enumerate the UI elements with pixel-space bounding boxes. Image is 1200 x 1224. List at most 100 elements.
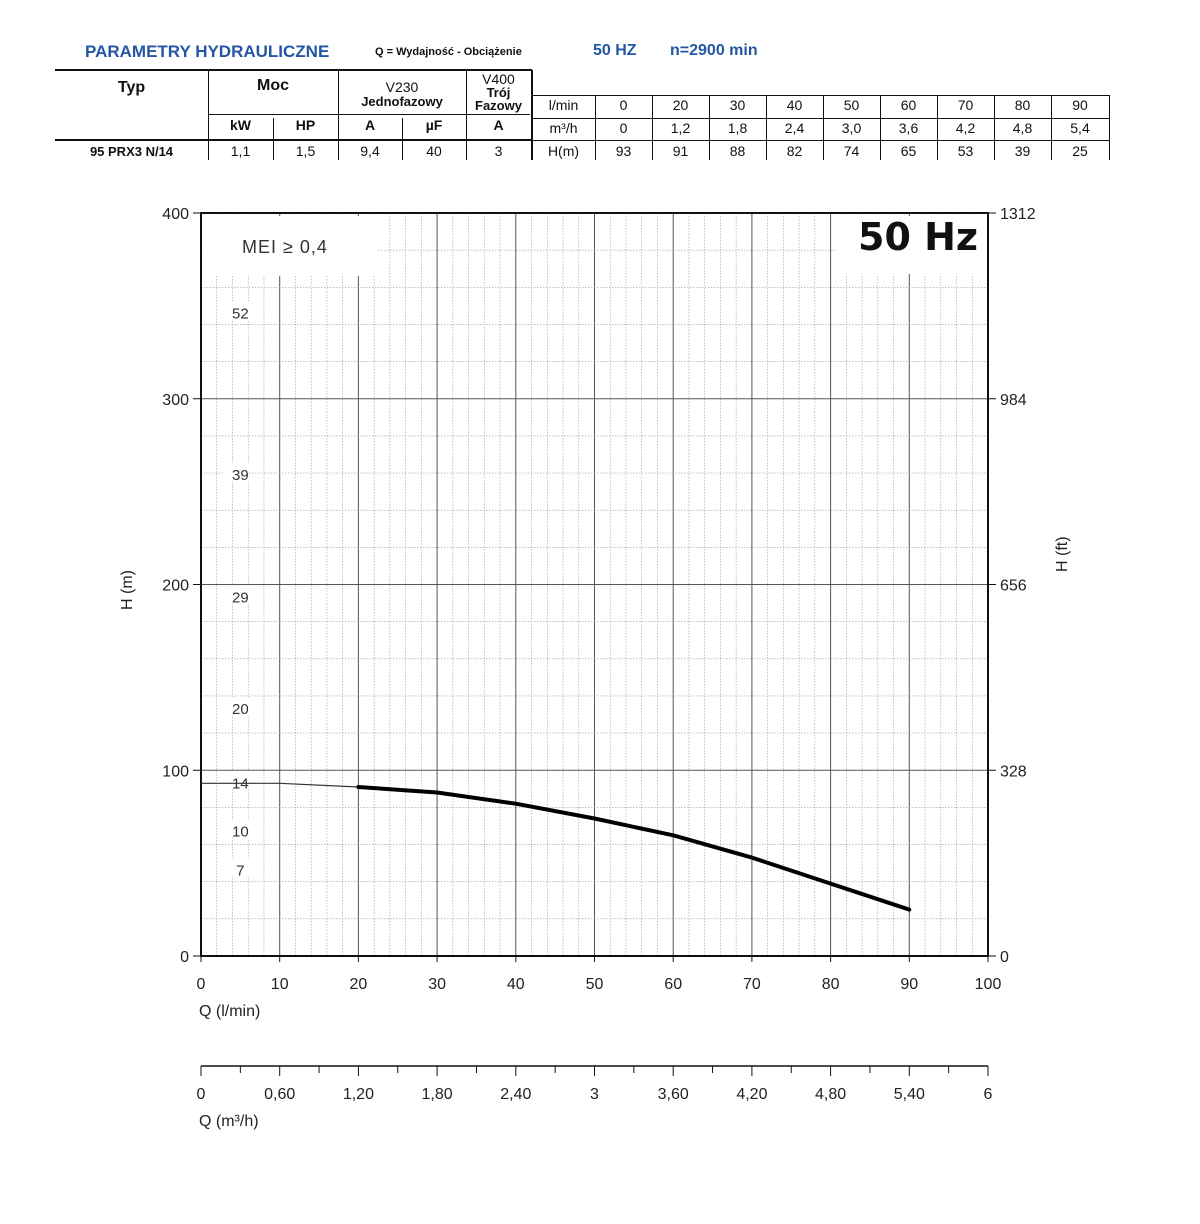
- model-label-bg: [223, 301, 250, 320]
- x-tick-label: 10: [271, 976, 289, 993]
- x-tick-label: 40: [507, 976, 525, 993]
- h-cell: 82: [786, 143, 803, 159]
- model-label-bg: [223, 819, 250, 838]
- col-v230-sub: Jednofazowy: [361, 94, 443, 109]
- x-tick-label: 20: [350, 976, 368, 993]
- y-tick-label: 0: [180, 949, 189, 966]
- header-q-note: Q = Wydajność - Obciążenie: [375, 46, 522, 58]
- secondary-x-axis: 0 0,60 1,20 1,80 2,40 3 3,60 4,20 4,80 5,40 6: [197, 1065, 993, 1103]
- x-tick-label: 30: [428, 976, 446, 993]
- chart-grid: [200, 212, 989, 957]
- model-a400: 3: [494, 143, 503, 159]
- chart-ticks: [193, 212, 996, 962]
- x2-tick-label: 2,40: [500, 1086, 531, 1103]
- col-v400-sub2: Fazowy: [475, 98, 522, 113]
- x2-tick-label: 0: [197, 1086, 206, 1103]
- m3h-cell: 5,4: [1070, 120, 1090, 136]
- x-tick-label: 80: [822, 976, 840, 993]
- y2-axis-title: H (ft): [1054, 536, 1071, 572]
- x2-tick-label: 1,20: [343, 1086, 374, 1103]
- m3h-cell: 1,2: [670, 120, 691, 136]
- m3h-cell: 2,4: [784, 120, 805, 136]
- model-label: 7: [236, 863, 244, 880]
- x-tick-label: 50: [586, 976, 604, 993]
- h-cell: 53: [957, 143, 974, 159]
- col-typ: Typ: [117, 79, 146, 96]
- y2-tick-label: 984: [1000, 392, 1027, 409]
- x2-tick-label: 1,80: [422, 1086, 453, 1103]
- x2-axis-title: Q (m³/h): [199, 1113, 259, 1130]
- x-tick-label: 0: [197, 976, 206, 993]
- frequency-badge-box: [836, 216, 987, 274]
- x-axis-title: Q (l/min): [199, 1003, 260, 1020]
- header-speed: n=2900 min: [670, 42, 758, 59]
- h-cell: 25: [1072, 143, 1088, 159]
- x2-tick-label: 4,20: [736, 1086, 767, 1103]
- model-hp: 1,5: [295, 143, 316, 159]
- x2-tick-label: 6: [984, 1086, 993, 1103]
- x2-tick-label: 3: [590, 1086, 599, 1103]
- lmin-cell: 40: [786, 97, 803, 113]
- model-name: 95 PRX3 N/14: [89, 144, 174, 159]
- y-tick-label: 100: [162, 763, 189, 780]
- curve-thin-segment: [201, 782, 359, 788]
- col-a230: A: [364, 117, 376, 133]
- col-moc: Moc: [257, 77, 289, 94]
- m3h-cell: 1,8: [727, 120, 748, 136]
- curve-thick-segment: [356, 785, 912, 912]
- col-hp: HP: [295, 117, 316, 133]
- model-uf: 40: [426, 143, 442, 159]
- x2-tick-label: 0,60: [264, 1086, 295, 1103]
- mei-box: [203, 216, 378, 276]
- model-label: 52: [232, 305, 249, 322]
- model-label-bg: [223, 696, 250, 715]
- h-cell: 88: [729, 143, 746, 159]
- model-label-bg: [223, 858, 250, 877]
- spec-table: Typ Moc V230 Jednofazowy V400 Trój Fazow…: [0, 0, 1200, 170]
- frequency-badge: 50 Hz: [858, 215, 978, 259]
- m3h-cell: 3,6: [898, 120, 919, 136]
- model-label: 39: [232, 467, 249, 484]
- col-uf: µF: [425, 117, 443, 133]
- model-label: 20: [232, 701, 249, 718]
- lmin-cell: 70: [957, 97, 974, 113]
- model-a230: 9,4: [360, 143, 380, 159]
- h-cell: 91: [672, 143, 689, 159]
- chart-labels: 0 100 200 300 400 0 328 656 984 1312 0 10 20 30 40 50 60…: [162, 206, 1035, 993]
- x-tick-label: 90: [900, 976, 918, 993]
- m3h-cell: 3,0: [841, 120, 862, 136]
- lmin-cell: 0: [619, 97, 628, 113]
- col-v400: V400: [482, 71, 515, 87]
- header-title: PARAMETRY HYDRAULICZNE: [85, 42, 330, 61]
- col-kw: kW: [230, 117, 251, 133]
- h-cell: 74: [843, 143, 860, 159]
- col-v400-sub1: Trój: [486, 85, 511, 100]
- h-cell: 65: [900, 143, 917, 159]
- x2-tick-label: 5,40: [894, 1086, 925, 1103]
- y-tick-label: 300: [162, 392, 189, 409]
- y-tick-label: 200: [162, 578, 189, 595]
- m3h-cell: 4,8: [1012, 120, 1033, 136]
- header-frequency: 50 HZ: [593, 42, 637, 59]
- x-tick-label: 70: [743, 976, 761, 993]
- y2-tick-label: 1312: [1000, 206, 1036, 223]
- model-label-bg: [223, 585, 250, 604]
- lmin-cell: 60: [900, 97, 917, 113]
- mei-label: MEI ≥ 0,4: [242, 237, 328, 257]
- m3h-cell: 4,2: [955, 120, 976, 136]
- y2-tick-label: 0: [1000, 949, 1009, 966]
- lmin-cell: 50: [843, 97, 860, 113]
- y-tick-label: 400: [162, 206, 189, 223]
- y-axis-title: H (m): [119, 570, 136, 610]
- x-tick-label: 100: [975, 976, 1002, 993]
- row-label-m3h: m³/h: [549, 120, 578, 136]
- row-label-h: H(m): [547, 143, 580, 159]
- x2-tick-label: 3,60: [658, 1086, 689, 1103]
- model-label: 10: [232, 824, 249, 841]
- lmin-cell: 30: [729, 97, 746, 113]
- lmin-cell: 80: [1014, 97, 1031, 113]
- chart-series: [201, 782, 912, 912]
- y2-tick-label: 656: [1000, 578, 1027, 595]
